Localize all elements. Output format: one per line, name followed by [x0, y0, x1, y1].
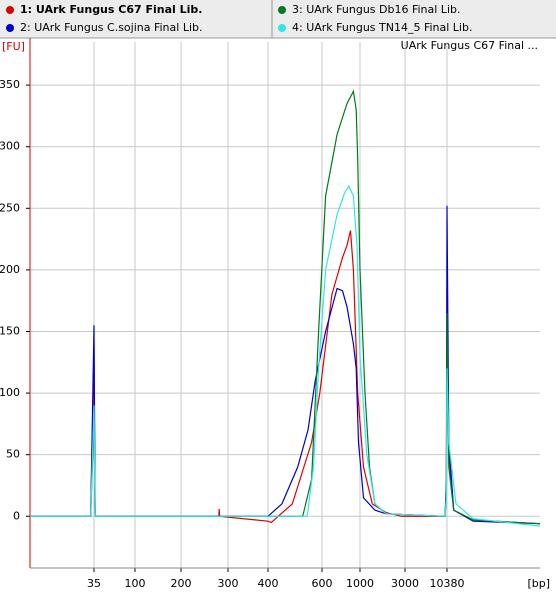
x-tick-label: 10380 [430, 577, 465, 590]
legend-label: 1: UArk Fungus C67 Final Lib. [20, 3, 202, 16]
legend-panel [0, 0, 556, 38]
legend-marker [278, 24, 286, 32]
y-tick-label: 200 [0, 263, 20, 276]
x-tick-label: 200 [171, 577, 192, 590]
x-tick-label: 300 [218, 577, 239, 590]
y-tick-label: 0 [13, 509, 20, 522]
y-tick-label: 250 [0, 201, 20, 214]
x-tick-label: 600 [312, 577, 333, 590]
x-tick-label: 400 [258, 577, 279, 590]
legend-marker [6, 24, 14, 32]
series-line [30, 230, 541, 525]
legend-marker [6, 6, 14, 14]
x-tick-label: 1000 [346, 577, 374, 590]
y-tick-label: 50 [6, 448, 20, 461]
series-line [30, 89, 541, 525]
series-line [30, 184, 541, 527]
legend-marker [278, 6, 286, 14]
chart-title: UArk Fungus C67 Final ... [401, 39, 538, 52]
y-axis-label: [FU] [2, 40, 25, 53]
y-tick-label: 100 [0, 386, 20, 399]
series-line [30, 205, 541, 525]
y-tick-label: 150 [0, 324, 20, 337]
x-tick-label: 100 [125, 577, 146, 590]
x-axis-label: [bp] [527, 577, 550, 590]
legend-label: 4: UArk Fungus TN14_5 Final Lib. [292, 21, 472, 34]
y-tick-label: 350 [0, 78, 20, 91]
x-tick-label: 3000 [391, 577, 419, 590]
y-tick-label: 300 [0, 140, 20, 153]
legend-label: 3: UArk Fungus Db16 Final Lib. [292, 3, 460, 16]
x-tick-label: 35 [87, 577, 101, 590]
legend-label: 2: UArk Fungus C.sojina Final Lib. [20, 21, 203, 34]
